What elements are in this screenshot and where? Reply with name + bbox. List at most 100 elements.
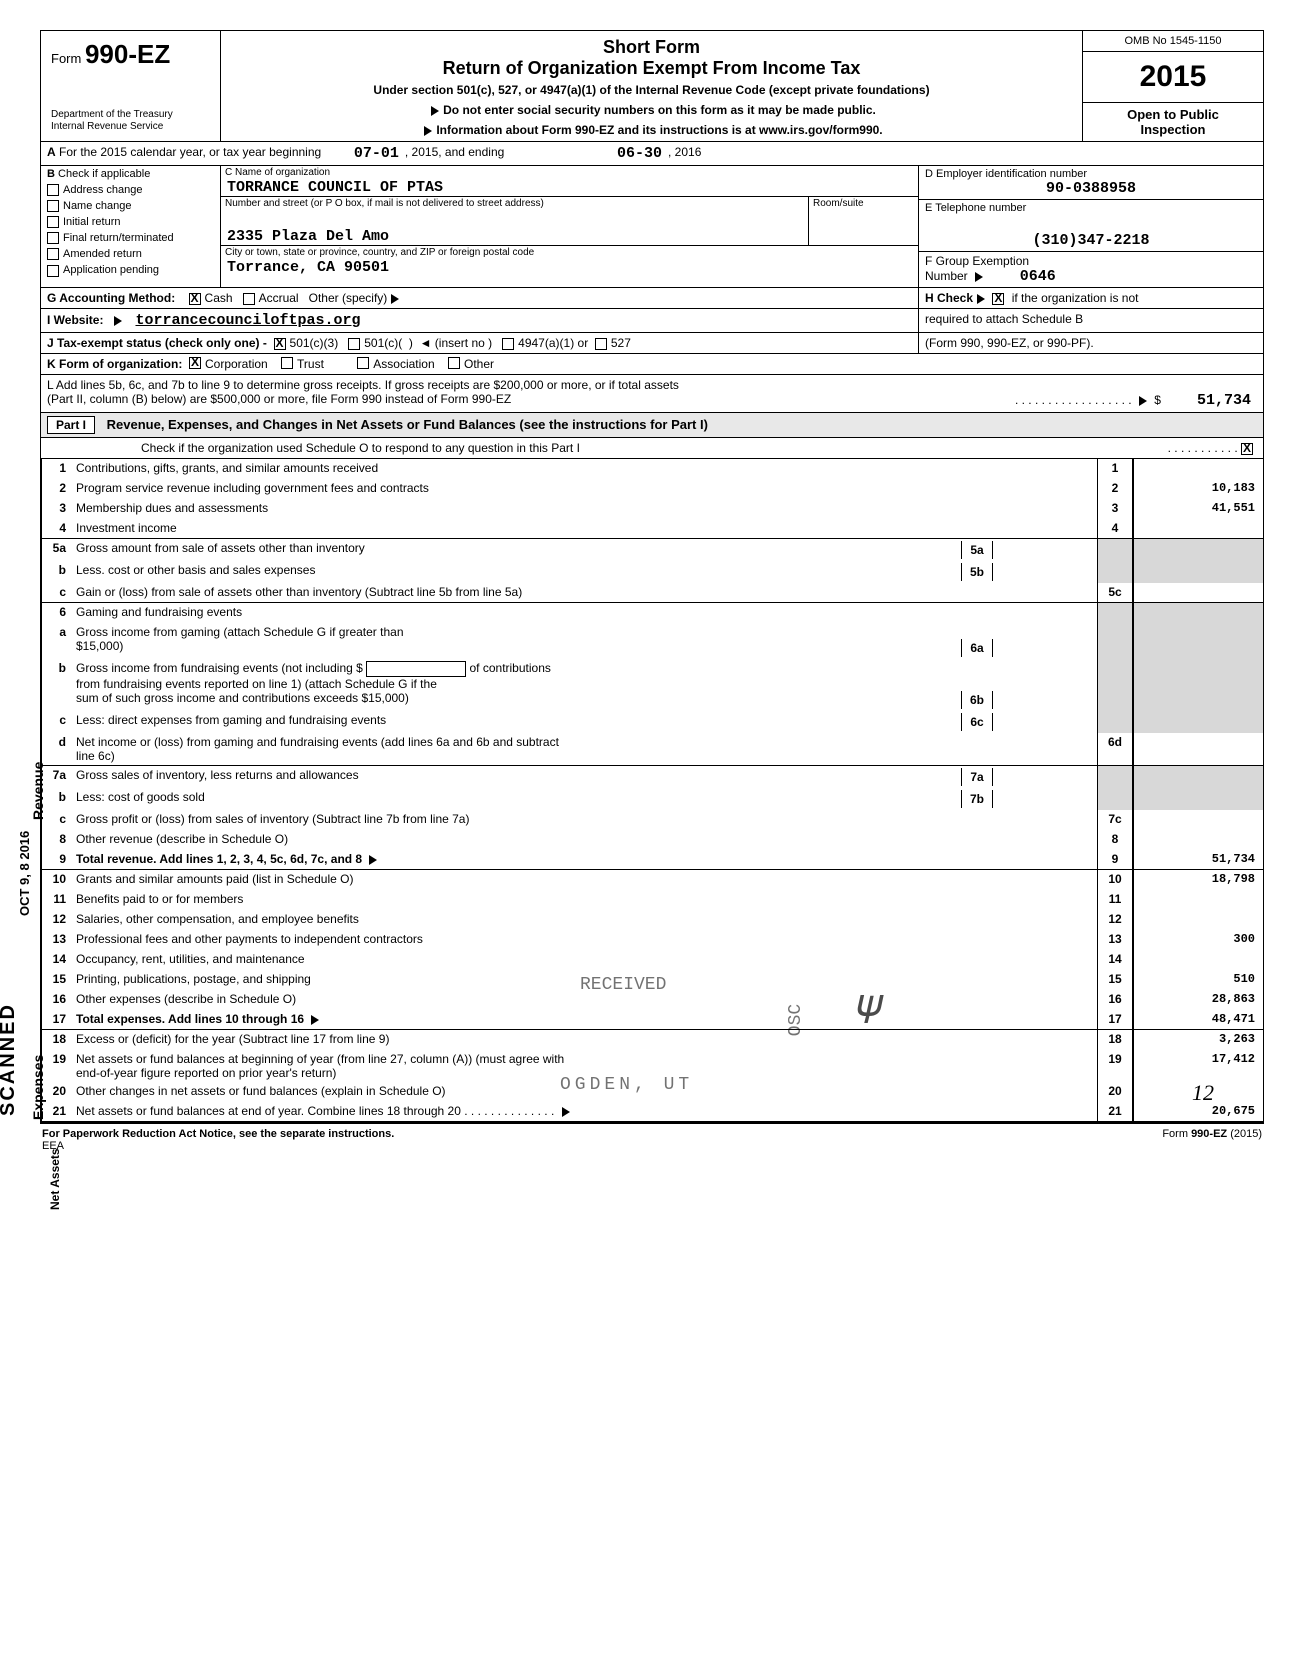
checkbox-4947-icon[interactable] xyxy=(502,338,514,350)
b-text: Check if applicable xyxy=(58,168,150,180)
j-c3: 501(c)(3) xyxy=(290,336,339,350)
line-14: 14 Occupancy, rent, utilities, and maint… xyxy=(41,950,1264,970)
ln-num: 12 xyxy=(42,910,72,930)
ln-box-shade xyxy=(1097,539,1133,561)
row-l: L Add lines 5b, 6c, and 7b to line 9 to … xyxy=(40,375,1264,413)
sub-num: 7a xyxy=(961,768,993,786)
ln-num: 3 xyxy=(42,499,72,519)
part1-check: Check if the organization used Schedule … xyxy=(40,438,1264,459)
ln-box-shade xyxy=(1097,788,1133,810)
g-label: G Accounting Method: xyxy=(47,291,175,305)
c-label: C Name of organization xyxy=(221,166,918,179)
row-gh: G Accounting Method: Cash Accrual Other … xyxy=(40,288,1264,309)
line-9: 9 Total revenue. Add lines 1, 2, 3, 4, 5… xyxy=(41,850,1264,870)
title2: Return of Organization Exempt From Incom… xyxy=(241,58,1062,79)
line-8: 8 Other revenue (describe in Schedule O)… xyxy=(41,830,1264,850)
ln-box: 20 xyxy=(1097,1082,1133,1102)
part1-label: Part I xyxy=(47,416,95,434)
f-num-label: Number xyxy=(925,269,968,283)
checkbox-assoc-icon[interactable] xyxy=(357,357,369,369)
checkbox-h-icon[interactable] xyxy=(992,293,1004,305)
checkbox-cash-icon[interactable] xyxy=(189,293,201,305)
k-corp: Corporation xyxy=(205,357,268,371)
checkbox-icon[interactable] xyxy=(47,265,59,277)
ln-txt: Less. cost or other basis and sales expe… xyxy=(76,563,961,581)
checkbox-icon[interactable] xyxy=(47,232,59,244)
checkbox-527-icon[interactable] xyxy=(595,338,607,350)
checkbox-scho-icon[interactable] xyxy=(1241,443,1253,455)
checkbox-501c3-icon[interactable] xyxy=(274,338,286,350)
ln-txt: Excess or (deficit) for the year (Subtra… xyxy=(72,1030,1097,1050)
ln-box: 5c xyxy=(1097,583,1133,602)
ln-amt: 17,412 xyxy=(1133,1050,1263,1082)
line-2: 2 Program service revenue including gove… xyxy=(41,479,1264,499)
checkbox-corp-icon[interactable] xyxy=(189,357,201,369)
header-right: OMB No 1545-1150 2015 Open to Public Ins… xyxy=(1083,31,1263,141)
ln-box: 21 xyxy=(1097,1102,1133,1121)
triangle-icon xyxy=(431,106,439,116)
ln-amt xyxy=(1133,519,1263,538)
sub-val xyxy=(993,563,1093,581)
j-right: (Form 990, 990-EZ, or 990-PF). xyxy=(918,333,1263,353)
ln-num: 4 xyxy=(42,519,72,538)
j-527: 527 xyxy=(611,336,631,350)
checkbox-trust-icon[interactable] xyxy=(281,357,293,369)
checkbox-icon[interactable] xyxy=(47,184,59,196)
l17-bold: Total expenses. Add lines 10 through 16 xyxy=(76,1012,304,1026)
checkbox-icon[interactable] xyxy=(47,200,59,212)
ln-num: c xyxy=(42,810,72,830)
expenses-side-label: Expenses xyxy=(30,1055,46,1120)
sub-num: 7b xyxy=(961,790,993,808)
ln-num: 6 xyxy=(42,603,72,623)
ln-num: 10 xyxy=(42,870,72,890)
dept1: Department of the Treasury xyxy=(51,109,210,121)
sub-num: 6c xyxy=(961,713,993,731)
ln-num: 15 xyxy=(42,970,72,990)
checkbox-501c-icon[interactable] xyxy=(348,338,360,350)
checkbox-accrual-icon[interactable] xyxy=(243,293,255,305)
ln-txt-wrap: Net income or (loss) from gaming and fun… xyxy=(72,733,1097,765)
ln-txt: Net assets or fund balances at end of ye… xyxy=(72,1102,1097,1121)
ln-txt: Gain or (loss) from sale of assets other… xyxy=(72,583,1097,602)
j-ins: (insert no ) xyxy=(435,336,492,350)
ogden-stamp: OGDEN, UT xyxy=(560,1075,693,1095)
ln-num: a xyxy=(42,623,72,659)
l19-t1: Net assets or fund balances at beginning… xyxy=(76,1052,1093,1066)
ln-box: 9 xyxy=(1097,850,1133,869)
line-6d: d Net income or (loss) from gaming and f… xyxy=(41,733,1264,766)
line-1: 1 Contributions, gifts, grants, and simi… xyxy=(41,459,1264,479)
checkbox-other-icon[interactable] xyxy=(448,357,460,369)
triangle-icon xyxy=(114,316,122,326)
l6d-t1: Net income or (loss) from gaming and fun… xyxy=(76,735,1093,749)
ln-amt-shade xyxy=(1133,623,1263,659)
open2: Inspection xyxy=(1087,122,1259,137)
h-label: H Check xyxy=(925,291,973,305)
ln-amt-shade xyxy=(1133,561,1263,583)
ln-amt xyxy=(1133,733,1263,765)
part1-checktext: Check if the organization used Schedule … xyxy=(141,441,580,455)
ln-txt: Gaming and fundraising events xyxy=(72,603,1097,623)
ln-amt-shade xyxy=(1133,711,1263,733)
form-num-val: 990-EZ xyxy=(85,39,170,69)
bcdef-block: B Check if applicable Address change Nam… xyxy=(40,166,1264,288)
ln-txt: Salaries, other compensation, and employ… xyxy=(72,910,1097,930)
ln-box: 3 xyxy=(1097,499,1133,519)
blank-input[interactable] xyxy=(366,661,466,677)
ln-num: 8 xyxy=(42,830,72,850)
ln-txt: Grants and similar amounts paid (list in… xyxy=(72,870,1097,890)
room-label: Room/suite xyxy=(809,197,918,210)
f-label: F Group Exemption xyxy=(925,254,1257,268)
ln-num: 19 xyxy=(42,1050,72,1082)
form-number: Form 990-EZ xyxy=(51,39,210,70)
ln-num: 16 xyxy=(42,990,72,1010)
checkbox-icon[interactable] xyxy=(47,216,59,228)
row-k: K Form of organization: Corporation Trus… xyxy=(40,354,1264,375)
rowA-suffix: , 2016 xyxy=(668,145,701,162)
ln-txt: Other revenue (describe in Schedule O) xyxy=(72,830,1097,850)
checkbox-icon[interactable] xyxy=(47,248,59,260)
ln-box: 2 xyxy=(1097,479,1133,499)
b-item: Initial return xyxy=(63,216,120,228)
line-6: 6 Gaming and fundraising events xyxy=(41,603,1264,623)
b-item: Application pending xyxy=(63,264,159,276)
ln-box: 4 xyxy=(1097,519,1133,538)
